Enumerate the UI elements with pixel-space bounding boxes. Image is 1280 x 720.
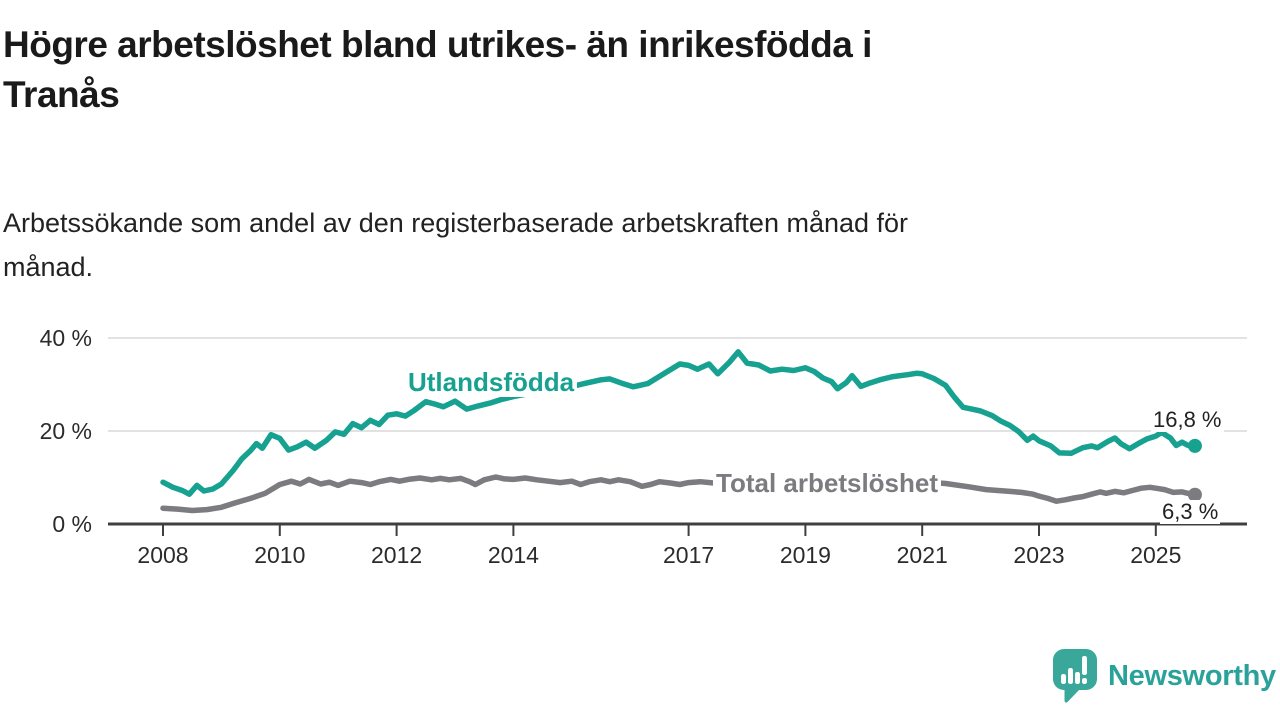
x-axis-label-2012: 2012 [371,542,422,568]
y-axis-label-0: 0 % [52,511,92,537]
page-title: Högre arbetslöshet bland utrikes- än inr… [3,20,1183,120]
x-axis-label-2017: 2017 [663,542,714,568]
x-axis-label-2008: 2008 [137,542,188,568]
newsworthy-speech-bubble-icon [1053,649,1097,703]
x-axis-label-2025: 2025 [1130,542,1181,568]
newsworthy-wordmark: Newsworthy [1108,660,1276,692]
end-value-label-total: 6,3 % [1160,499,1221,524]
series-end-dot-0 [1187,438,1202,453]
y-axis-label-40: 40 % [40,325,92,351]
y-axis-label-20: 20 % [40,418,92,444]
series-line-1 [160,474,1198,514]
newsworthy-logo: Newsworthy [1052,648,1276,705]
page-title-line2: Tranås [3,74,120,115]
page-title-line1: Högre arbetslöshet bland utrikes- än inr… [3,24,872,65]
x-axis-label-2021: 2021 [897,542,948,568]
chart-subtitle-line2: månad. [3,252,94,282]
chart-subtitle-line1: Arbetssökande som andel av den registerb… [3,208,909,238]
series-label-utlandsfodda: Utlandsfödda [405,367,578,397]
series-line-0 [160,349,1198,497]
x-axis-label-2014: 2014 [488,542,539,568]
x-axis-label-2023: 2023 [1013,542,1064,568]
x-axis-label-2010: 2010 [254,542,305,568]
chart-subtitle: Arbetssökande som andel av den registerb… [3,201,1203,289]
series-label-total-arbetsloshet: Total arbetslöshet [713,468,942,498]
series-end-dot-1 [1187,487,1202,502]
x-axis-label-2019: 2019 [780,542,831,568]
chart-canvas: 0 % 20 % 40 % 2008 2010 2012 2014 2017 2019 2021 2… [40,325,1247,568]
end-value-label-utlandsfodda: 16,8 % [1151,407,1224,432]
line-chart: 0 % 20 % 40 % 2008 2010 2012 2014 2017 2019 2021 2… [0,300,1280,630]
